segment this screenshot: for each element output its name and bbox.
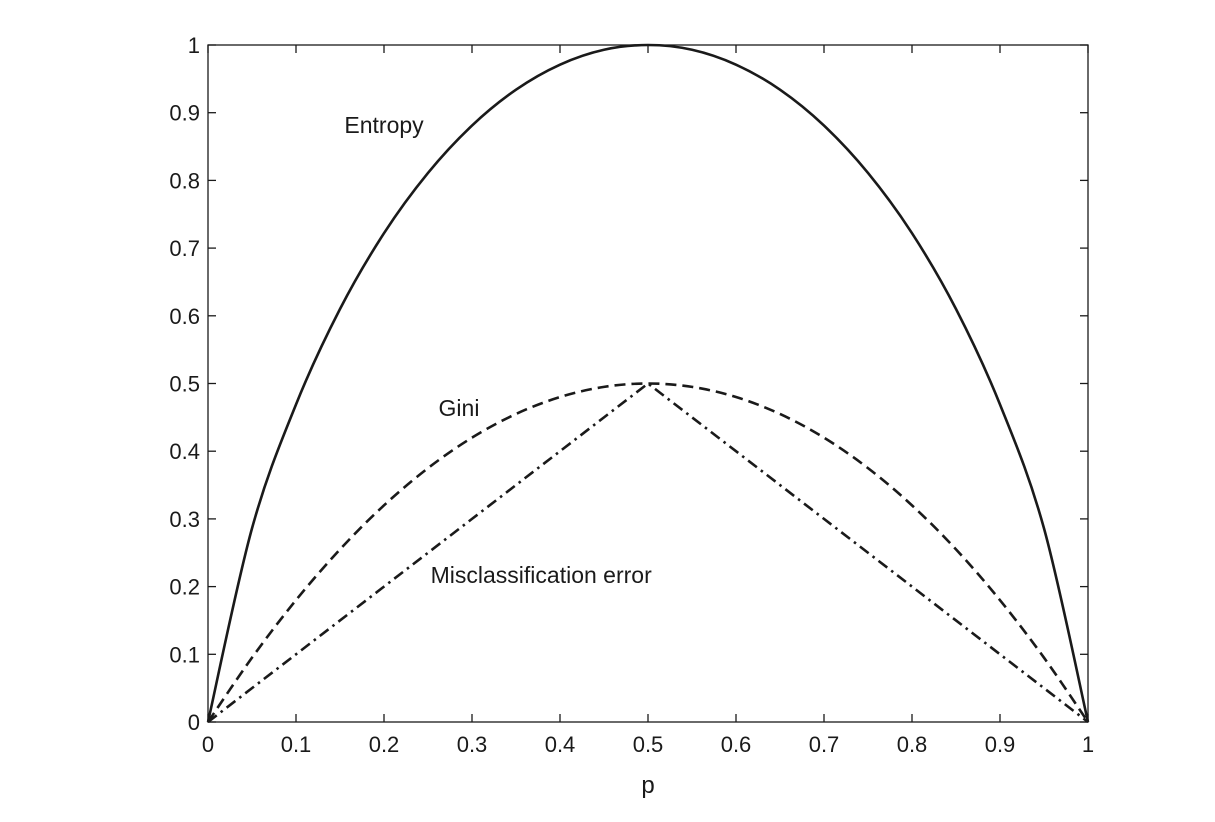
- x-tick-label: 0.2: [369, 732, 400, 757]
- x-tick-label: 0.5: [633, 732, 664, 757]
- annotation-label: Entropy: [344, 112, 424, 138]
- y-tick-label: 0.2: [169, 575, 200, 600]
- x-tick-label: 1: [1082, 732, 1094, 757]
- x-tick-label: 0.8: [897, 732, 928, 757]
- y-tick-label: 0: [188, 710, 200, 735]
- y-tick-label: 1: [188, 33, 200, 58]
- y-tick-labels: 0 0.1 0.2 0.3 0.4 0.5 0.6 0.7 0.8 0.9 1: [169, 33, 200, 735]
- y-tick-label: 0.1: [169, 642, 200, 667]
- x-tick-label: 0.3: [457, 732, 488, 757]
- x-axis-title: p: [641, 772, 654, 799]
- y-tick-label: 0.3: [169, 507, 200, 532]
- x-tick-labels: 0 0.1 0.2 0.3 0.4 0.5 0.6 0.7 0.8 0.9 1: [202, 732, 1094, 757]
- series-line-solid: [206, 43, 1090, 723]
- x-tick-label: 0: [202, 732, 214, 757]
- series-line-dashed: [206, 382, 1090, 723]
- x-tick-label: 0.9: [985, 732, 1016, 757]
- y-tick-label: 0.6: [169, 304, 200, 329]
- y-tick-label: 0.9: [169, 101, 200, 126]
- series-layer: [206, 43, 1090, 724]
- x-tick-label: 0.6: [721, 732, 752, 757]
- annotation-label: Misclassification error: [431, 562, 652, 588]
- annotation-layer: Entropy Gini Misclassification error: [344, 112, 652, 588]
- annotation-label: Gini: [439, 395, 480, 421]
- series-line-dash-dot: [207, 381, 1089, 724]
- x-tick-label: 0.7: [809, 732, 840, 757]
- y-tick-label: 0.4: [169, 439, 200, 464]
- y-tick-label: 0.7: [169, 236, 200, 261]
- y-tick-label: 0.5: [169, 372, 200, 397]
- x-tick-label: 0.4: [545, 732, 576, 757]
- x-tick-label: 0.1: [281, 732, 312, 757]
- y-tick-label: 0.8: [169, 168, 200, 193]
